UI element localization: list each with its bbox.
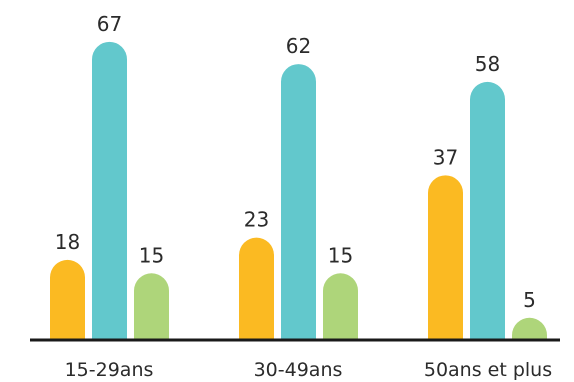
value-label: 15 [328, 243, 353, 267]
value-label: 62 [286, 34, 311, 58]
value-label: 67 [97, 12, 122, 36]
value-label: 23 [244, 208, 269, 232]
bar-30-49ans-series-2 [281, 64, 316, 340]
value-labels-layer: 18 67 15 23 62 15 37 58 5 [55, 12, 536, 312]
category-label: 15-29ans [65, 359, 154, 381]
value-label: 15 [139, 243, 164, 267]
value-label: 58 [475, 52, 500, 76]
bar-15-29ans-series-1 [50, 259, 85, 340]
value-label: 37 [433, 145, 458, 169]
category-label: 50ans et plus [424, 359, 552, 381]
bar-50ans-et-plus-series-3 [512, 317, 547, 340]
bar-15-29ans-series-3 [134, 273, 169, 340]
value-label: 18 [55, 230, 80, 254]
bar-30-49ans-series-3 [323, 273, 358, 340]
bar-30-49ans-series-1 [239, 237, 274, 340]
bar-50ans-et-plus-series-1 [428, 175, 463, 340]
value-label: 5 [523, 288, 536, 312]
bar-15-29ans-series-2 [92, 41, 127, 340]
bar-50ans-et-plus-series-2 [470, 81, 505, 340]
category-labels-layer: 15-29ans 30-49ans 50ans et plus [65, 359, 553, 381]
category-label: 30-49ans [254, 359, 343, 381]
bars-layer [50, 41, 547, 340]
